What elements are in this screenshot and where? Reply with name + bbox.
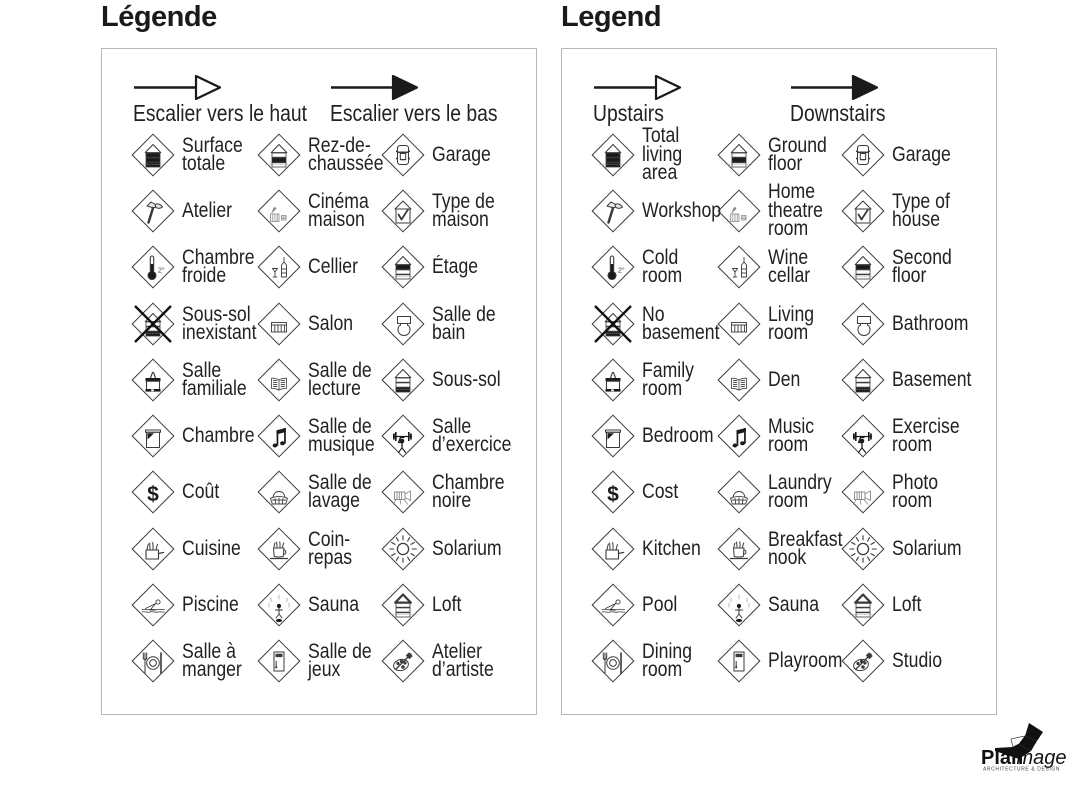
svg-text:$: $ [607,483,619,506]
svg-text:2°: 2° [618,267,625,275]
svg-text:2°: 2° [158,267,165,275]
svg-text:ARCHITECTURE & DESIGN: ARCHITECTURE & DESIGN [983,767,1060,773]
svg-text:$: $ [147,483,159,506]
